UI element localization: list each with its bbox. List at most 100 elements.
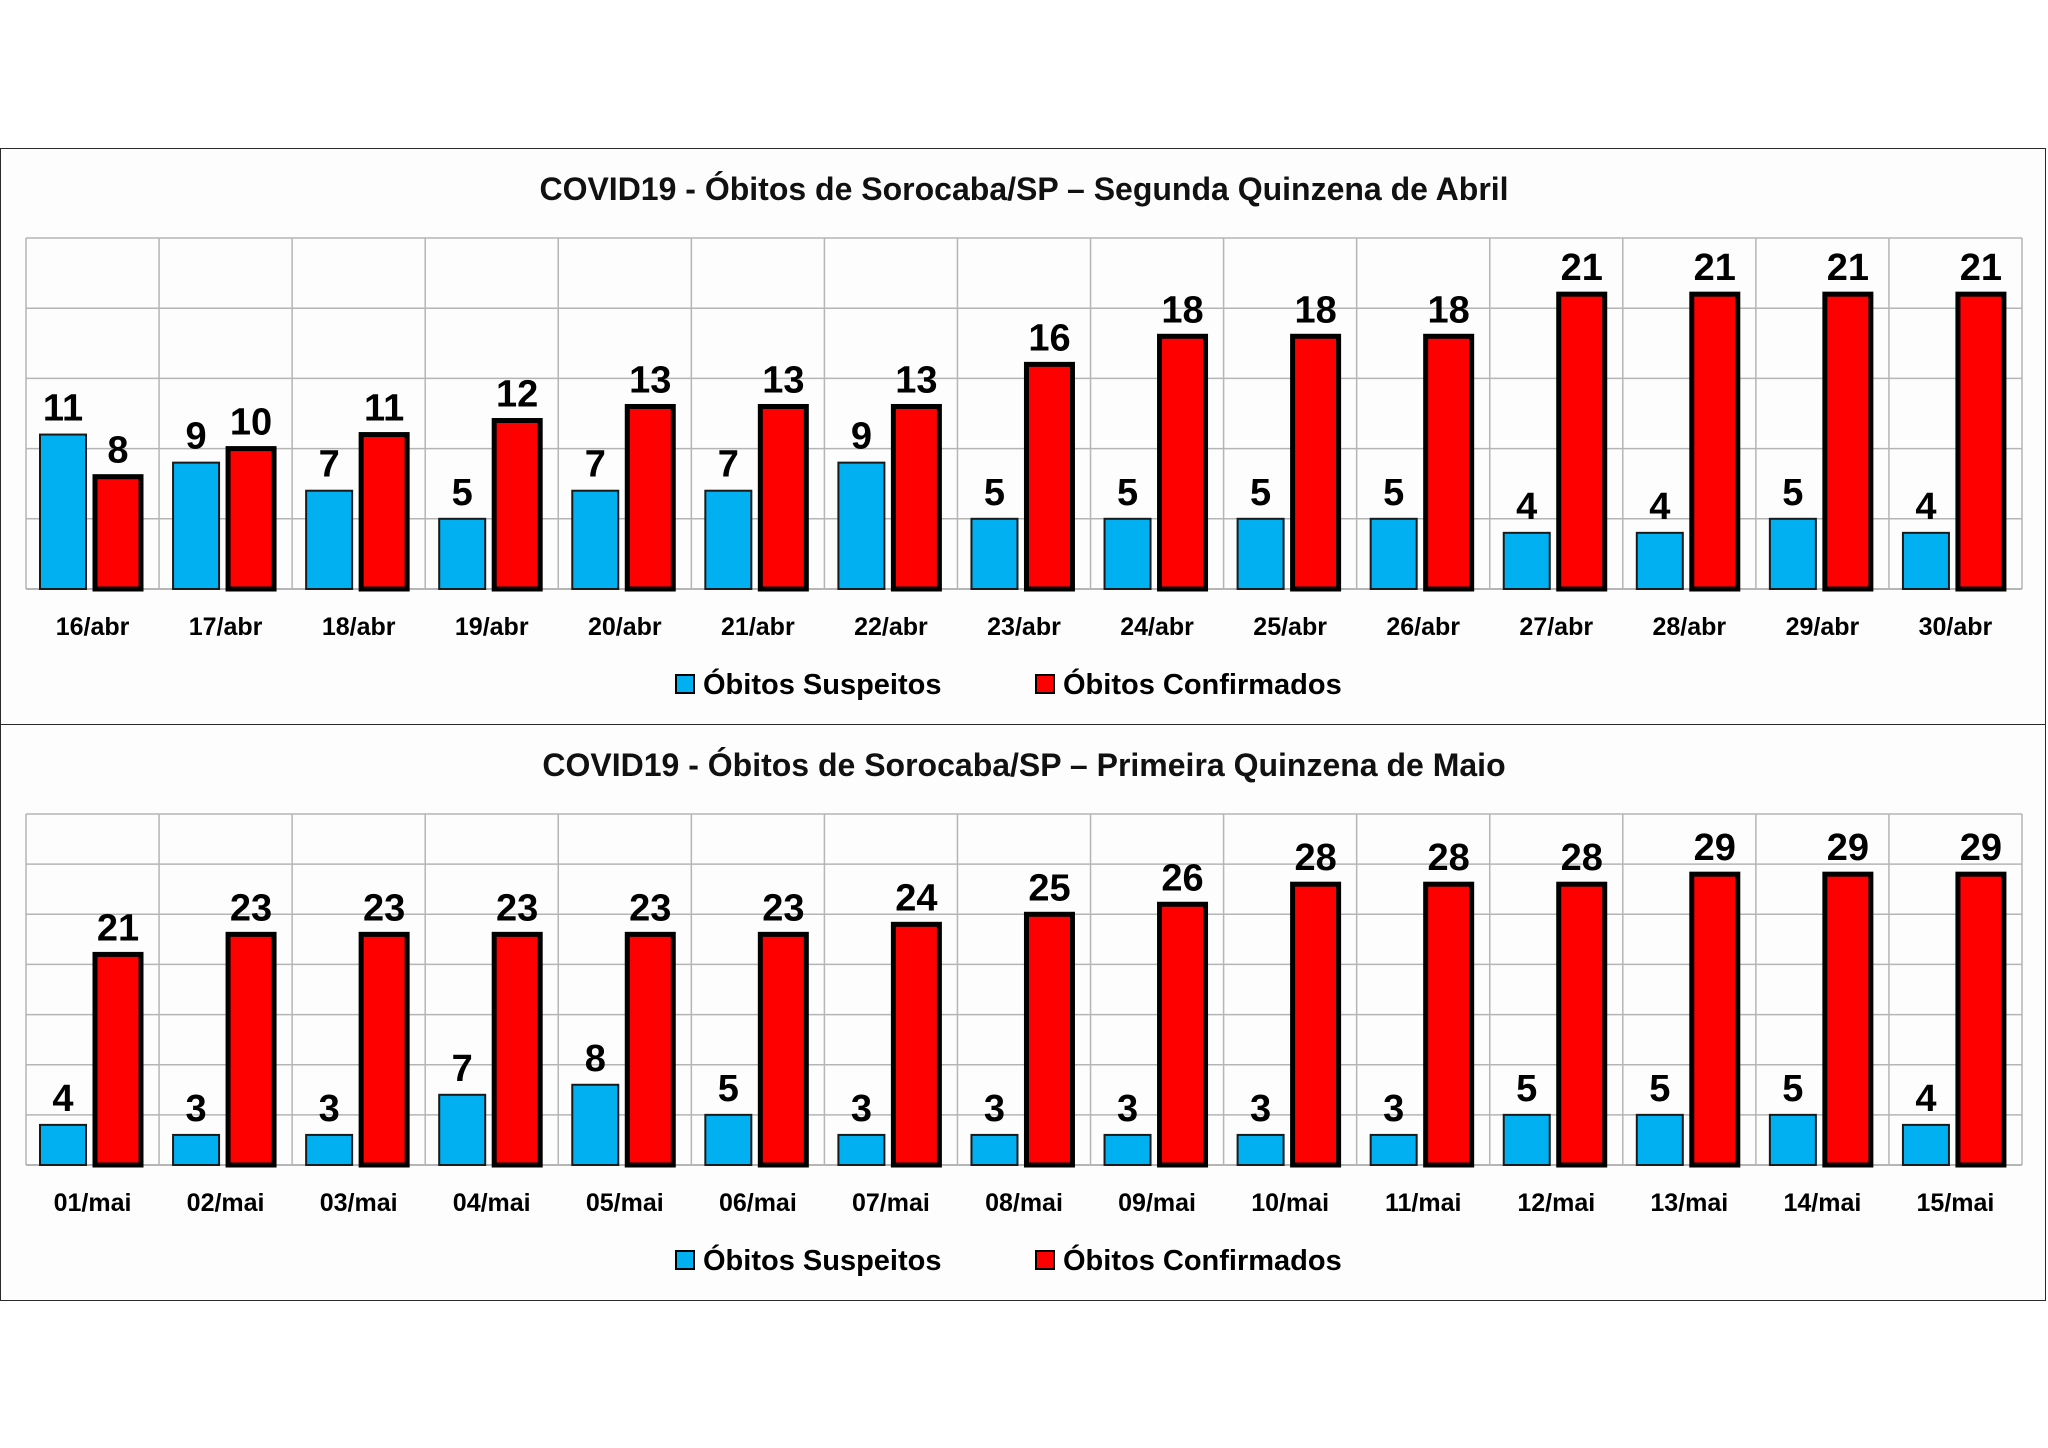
x-tick-label: 14/mai (1783, 1189, 1861, 1217)
data-label-confirmados: 21 (1827, 247, 1869, 289)
data-label-confirmados: 28 (1561, 837, 1603, 879)
bar-confirmados (1689, 871, 1741, 1168)
bar-suspeitos (970, 1133, 1019, 1166)
bar-suspeitos (837, 1133, 886, 1166)
chart-title: COVID19 - Óbitos de Sorocaba/SP – Primei… (542, 747, 1505, 783)
bar-suspeitos (1103, 517, 1152, 590)
x-tick-label: 24/abr (1120, 613, 1194, 641)
bar-confirmados (1023, 911, 1075, 1168)
data-label-suspeitos: 4 (1915, 1078, 1936, 1120)
data-label-confirmados: 12 (496, 374, 538, 416)
bar-confirmados (1822, 871, 1874, 1168)
bar-confirmados (757, 931, 809, 1168)
x-tick-label: 01/mai (54, 1189, 132, 1217)
bar-suspeitos (1502, 1113, 1551, 1167)
x-tick-label: 02/mai (187, 1189, 265, 1217)
data-label-confirmados: 13 (762, 359, 804, 401)
data-label-suspeitos: 5 (1782, 1068, 1803, 1110)
data-label-confirmados: 23 (629, 887, 671, 929)
data-label-confirmados: 29 (1827, 827, 1869, 869)
bar-suspeitos (172, 461, 221, 591)
bar-confirmados (624, 403, 676, 592)
data-label-confirmados: 23 (363, 887, 405, 929)
data-label-suspeitos: 8 (585, 1038, 606, 1080)
bar-suspeitos (39, 433, 87, 590)
data-label-suspeitos: 3 (185, 1088, 206, 1130)
data-label-confirmados: 23 (762, 887, 804, 929)
bar-suspeitos (172, 1133, 221, 1166)
bar-confirmados (491, 931, 543, 1168)
bar-suspeitos (1369, 517, 1418, 590)
legend-label-confirmados: Óbitos Confirmados (1063, 667, 1342, 701)
data-label-suspeitos: 4 (1516, 486, 1537, 528)
bar-suspeitos (1901, 1123, 1950, 1166)
bar-suspeitos (837, 461, 886, 591)
bar-confirmados (624, 931, 676, 1168)
data-label-suspeitos: 3 (319, 1088, 340, 1130)
bar-confirmados (358, 931, 410, 1168)
data-label-suspeitos: 5 (1782, 472, 1803, 514)
data-label-confirmados: 21 (97, 907, 139, 949)
x-tick-label: 22/abr (854, 613, 928, 641)
chart-panel-maio: COVID19 - Óbitos de Sorocaba/SP – Primei… (0, 724, 2046, 1301)
x-tick-label: 30/abr (1919, 613, 1993, 641)
data-label-suspeitos: 3 (984, 1088, 1005, 1130)
x-tick-label: 03/mai (320, 1189, 398, 1217)
legend: Óbitos Suspeitos Óbitos Confirmados (675, 1243, 1342, 1277)
bar-suspeitos (571, 489, 620, 590)
data-label-suspeitos: 4 (52, 1078, 73, 1120)
bar-confirmados (92, 951, 144, 1168)
data-label-suspeitos: 9 (185, 416, 206, 458)
bar-confirmados (225, 446, 277, 592)
bar-confirmados (1556, 881, 1608, 1168)
data-label-confirmados: 21 (1694, 247, 1736, 289)
bar-suspeitos (1635, 1113, 1684, 1167)
x-tick-label: 29/abr (1786, 613, 1860, 641)
x-tick-label: 04/mai (453, 1189, 531, 1217)
plot-area: 4 21 01/mai 3 23 02/mai 3 23 03/mai 7 23 04/mai 8 23 0… (25, 813, 2023, 1217)
data-label-suspeitos: 5 (984, 472, 1005, 514)
bar-suspeitos (1502, 531, 1551, 590)
x-tick-label: 21/abr (721, 613, 795, 641)
x-tick-label: 07/mai (852, 1189, 930, 1217)
bar-suspeitos (1901, 531, 1950, 590)
bar-confirmados (1290, 333, 1342, 592)
bar-suspeitos (704, 489, 753, 590)
data-label-suspeitos: 3 (1117, 1088, 1138, 1130)
bar-confirmados (1822, 291, 1874, 592)
x-tick-label: 08/mai (985, 1189, 1063, 1217)
bar-suspeitos (305, 1133, 354, 1166)
bar-suspeitos (1369, 1133, 1418, 1166)
bar-suspeitos (1236, 1133, 1285, 1166)
x-tick-label: 17/abr (189, 613, 263, 641)
bar-suspeitos (438, 517, 487, 590)
data-label-confirmados: 18 (1294, 289, 1336, 331)
data-label-suspeitos: 3 (851, 1088, 872, 1130)
x-tick-label: 09/mai (1118, 1189, 1196, 1217)
data-label-confirmados: 26 (1161, 857, 1203, 899)
bar-confirmados (1689, 291, 1741, 592)
bar-suspeitos (305, 489, 354, 590)
bar-confirmados (1955, 291, 2007, 592)
legend-swatch-suspeitos (675, 1250, 695, 1270)
bar-confirmados (92, 474, 144, 592)
bar-confirmados (1157, 901, 1209, 1168)
x-tick-label: 15/mai (1917, 1189, 1995, 1217)
x-tick-label: 06/mai (719, 1189, 797, 1217)
bar-suspeitos (970, 517, 1019, 590)
x-tick-label: 27/abr (1519, 613, 1593, 641)
bar-confirmados (225, 931, 277, 1168)
data-label-confirmados: 13 (629, 359, 671, 401)
x-tick-label: 26/abr (1386, 613, 1460, 641)
data-label-suspeitos: 7 (585, 444, 606, 486)
data-label-confirmados: 11 (364, 388, 404, 430)
bar-confirmados (757, 403, 809, 592)
legend-swatch-confirmados (1035, 674, 1055, 694)
legend-swatch-suspeitos (675, 674, 695, 694)
bar-suspeitos (1768, 517, 1817, 590)
plot-area: 11 8 16/abr 9 10 17/abr 7 11 18/abr 5 12 19/abr 7 13 2… (25, 237, 2023, 641)
bar-confirmados (890, 403, 942, 592)
legend: Óbitos Suspeitos Óbitos Confirmados (675, 667, 1342, 701)
x-tick-label: 20/abr (588, 613, 662, 641)
x-tick-label: 05/mai (586, 1189, 664, 1217)
